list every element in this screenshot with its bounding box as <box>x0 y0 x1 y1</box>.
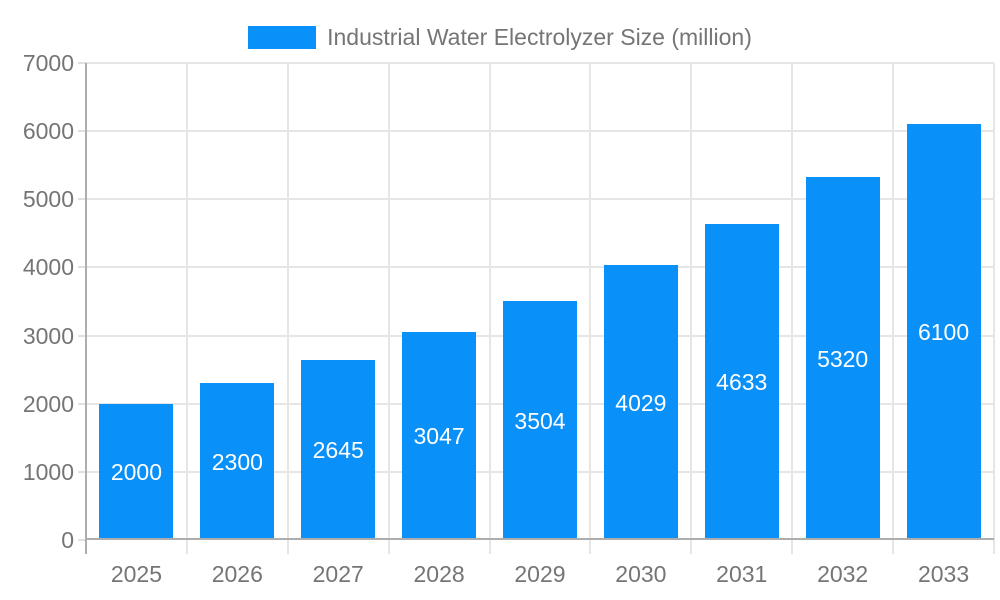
x-axis-line <box>86 538 994 540</box>
y-axis-tick-label: 3000 <box>22 322 74 349</box>
gridline-vertical <box>791 63 794 554</box>
bar-value-label: 3504 <box>514 407 566 434</box>
y-axis-tick <box>78 198 86 201</box>
bar-value-label: 3047 <box>413 423 465 450</box>
bar-2033[interactable] <box>906 124 981 538</box>
bar-value-label: 4633 <box>716 369 768 396</box>
x-axis-tick-label-2027: 2027 <box>312 561 364 587</box>
bar-value-label: 4029 <box>615 389 667 416</box>
gridline-horizontal <box>86 198 994 201</box>
y-axis-line <box>85 63 87 554</box>
gridline-vertical <box>589 63 592 554</box>
x-axis-tick-label-2028: 2028 <box>413 561 465 587</box>
bar-2025[interactable] <box>99 403 174 538</box>
y-axis-tick <box>78 539 86 541</box>
bar-2030[interactable] <box>603 265 678 538</box>
gridline-vertical <box>892 63 895 554</box>
legend-swatch <box>248 26 317 49</box>
legend-label: Industrial Water Electrolyzer Size (mill… <box>327 24 752 50</box>
bar-2027[interactable] <box>301 359 376 538</box>
y-axis-tick <box>78 266 86 269</box>
gridline-horizontal <box>86 266 994 269</box>
gridline-horizontal <box>86 130 994 133</box>
x-axis-tick-label-2026: 2026 <box>211 561 263 587</box>
bar-2031[interactable] <box>704 224 779 538</box>
gridline-vertical <box>488 63 491 554</box>
bar-value-label: 2000 <box>110 458 163 485</box>
bar-2026[interactable] <box>200 383 275 538</box>
x-axis-tick-label-2025: 2025 <box>110 561 163 587</box>
y-axis-tick <box>78 62 86 64</box>
y-axis-tick-label: 2000 <box>22 390 74 417</box>
y-axis-tick-label: 7000 <box>22 50 74 76</box>
x-axis-tick-label-2030: 2030 <box>615 561 667 587</box>
y-axis-tick <box>78 130 86 133</box>
plot-area: 0 1000 2000 3000 4000 5000 6000 7000 2000 2025 230… <box>23 50 995 587</box>
y-axis-tick-label: 0 <box>61 527 74 553</box>
y-axis-tick <box>78 334 86 337</box>
gridline-vertical <box>185 63 188 554</box>
y-axis-tick-label: 4000 <box>22 254 74 281</box>
bar-value-label: 5320 <box>817 345 869 372</box>
bar-2029[interactable] <box>503 301 577 538</box>
y-axis-tick-label: 5000 <box>22 186 74 213</box>
gridline-vertical <box>690 63 693 554</box>
bar-value-label: 2645 <box>312 436 364 463</box>
y-axis-tick <box>78 402 86 405</box>
bar-2032[interactable] <box>805 177 880 538</box>
y-axis-tick <box>78 470 86 473</box>
legend[interactable]: Industrial Water Electrolyzer Size (mill… <box>0 24 1000 51</box>
gridline-vertical <box>387 63 390 554</box>
y-axis-tick-label: 1000 <box>22 458 74 485</box>
bar-value-label: 6100 <box>917 319 970 346</box>
x-axis-tick-label-2033: 2033 <box>917 561 970 587</box>
gridline-vertical <box>993 63 995 554</box>
gridline-horizontal <box>86 62 994 64</box>
bar-value-label: 2300 <box>211 448 263 475</box>
x-axis-tick-label-2031: 2031 <box>716 561 768 587</box>
gridline-vertical <box>286 63 289 554</box>
bar-2028[interactable] <box>402 332 477 538</box>
x-axis-tick-label-2029: 2029 <box>514 561 566 587</box>
y-axis-tick-label: 6000 <box>22 118 74 145</box>
x-axis-tick-label-2032: 2032 <box>817 561 869 587</box>
